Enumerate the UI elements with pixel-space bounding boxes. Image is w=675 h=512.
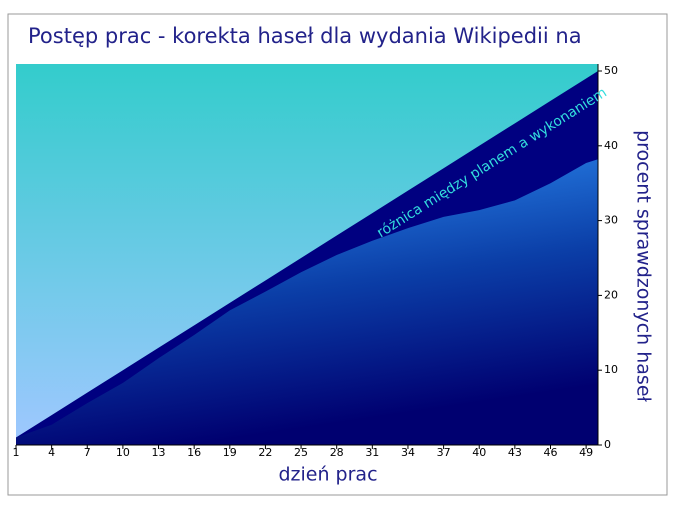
x-tick-label: 46: [543, 446, 557, 459]
x-tick-label: 1: [13, 446, 20, 459]
chart-title: Postęp prac - korekta haseł dla wydania …: [28, 24, 582, 48]
y-tick-label: 0: [604, 438, 611, 451]
x-tick-label: 4: [48, 446, 55, 459]
x-tick-label: 31: [365, 446, 379, 459]
x-tick-label: 10: [116, 446, 130, 459]
y-tick-label: 40: [604, 139, 618, 152]
x-tick-label: 22: [258, 446, 272, 459]
x-axis-label: dzień prac: [278, 464, 377, 486]
x-tick-label: 13: [152, 446, 166, 459]
x-tick-label: 40: [472, 446, 486, 459]
y-axis-label: procent sprawdzonych haseł: [633, 130, 655, 402]
x-tick-label: 43: [508, 446, 522, 459]
frame: [7, 13, 668, 496]
y-tick-label: 30: [604, 214, 618, 227]
x-tick-label: 16: [187, 446, 201, 459]
x-tick-label: 37: [437, 446, 451, 459]
x-tick-label: 19: [223, 446, 237, 459]
y-tick-label: 10: [604, 363, 618, 376]
x-tick-label: 49: [579, 446, 593, 459]
x-tick-label: 25: [294, 446, 308, 459]
x-tick-label: 34: [401, 446, 415, 459]
x-tick-label: 28: [330, 446, 344, 459]
y-tick-label: 50: [604, 64, 618, 77]
x-tick-label: 7: [84, 446, 91, 459]
y-tick-label: 20: [604, 288, 618, 301]
area: [16, 159, 598, 445]
